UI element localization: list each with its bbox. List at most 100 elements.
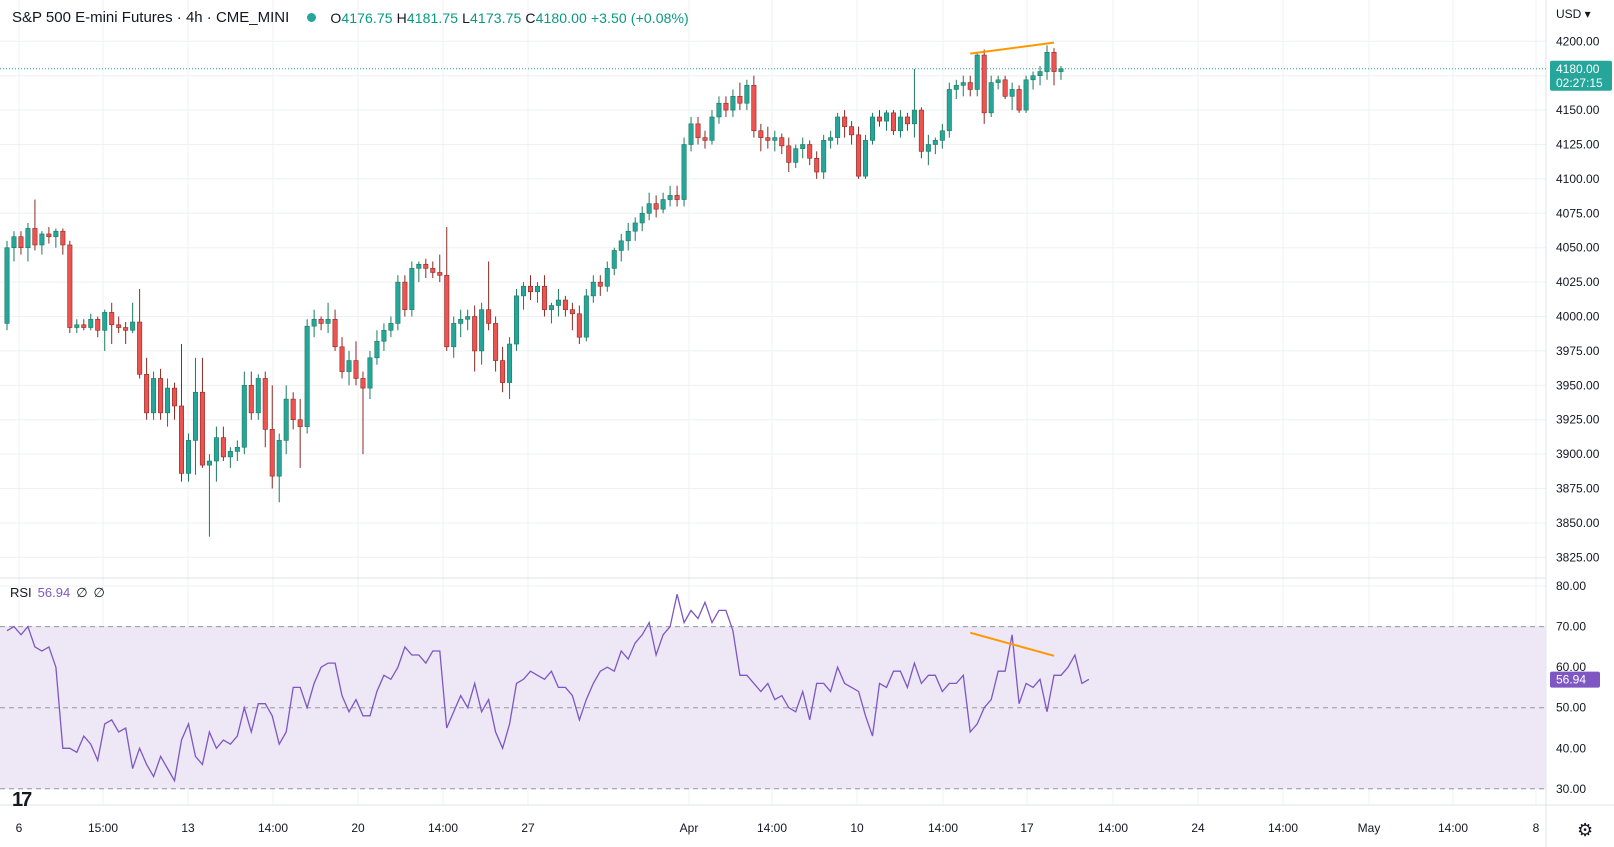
rsi-header[interactable]: RSI 56.94 ∅ ∅	[10, 585, 105, 601]
candle-body	[576, 313, 582, 338]
candle	[165, 378, 171, 427]
candle-body	[863, 140, 869, 177]
candle	[95, 316, 101, 338]
time-tick-label: 14:00	[1438, 821, 1468, 835]
candle	[953, 79, 959, 100]
candle	[88, 313, 94, 331]
candle-body	[604, 268, 610, 287]
time-tick-label: 10	[850, 821, 864, 835]
candle	[890, 110, 896, 135]
candle	[534, 282, 540, 303]
price-tick-label: 4025.00	[1556, 275, 1600, 289]
candle	[493, 316, 499, 372]
candle-body	[807, 144, 813, 159]
currency-dropdown[interactable]: USD ▾	[1556, 7, 1591, 21]
candle-body	[967, 82, 973, 90]
candle	[332, 309, 338, 351]
rsi-value: 56.94	[37, 585, 71, 600]
price-tick-label: 3900.00	[1556, 447, 1600, 461]
candle-body	[870, 116, 876, 141]
candle-body	[723, 102, 729, 111]
candle	[709, 110, 715, 145]
currency-label: USD	[1556, 7, 1582, 21]
candle-body	[102, 312, 108, 331]
candle-body	[325, 318, 331, 324]
candle	[297, 399, 303, 468]
candle-body	[744, 85, 750, 104]
time-tick-label: Apr	[680, 821, 699, 835]
candle	[185, 433, 191, 482]
candle-body	[374, 340, 380, 359]
candle	[486, 261, 492, 331]
candle-body	[416, 263, 422, 269]
candle	[967, 75, 973, 97]
candle-body	[262, 378, 268, 430]
candle-body	[960, 82, 966, 86]
candle-body	[695, 123, 701, 138]
candle	[863, 134, 869, 179]
candle-body	[109, 312, 115, 326]
candle	[11, 231, 17, 262]
candle-body	[367, 357, 373, 389]
candle-body	[765, 137, 771, 141]
candle-body	[514, 295, 520, 345]
candle-body	[486, 309, 492, 324]
symbol-header: S&P 500 E-mini Futures · 4h · CME_MINI O…	[12, 9, 689, 26]
price-tick-label: 4150.00	[1556, 103, 1600, 117]
rsi-tick-label: 60.00	[1556, 660, 1586, 674]
price-tick-label: 3850.00	[1556, 516, 1600, 530]
candle-body	[227, 451, 233, 458]
rsi-tick-label: 40.00	[1556, 741, 1586, 755]
candle	[793, 144, 799, 168]
candle-body	[835, 116, 841, 138]
candle-body	[751, 85, 757, 132]
candle	[304, 319, 310, 434]
rsi-series	[6, 594, 1090, 783]
candle	[583, 289, 589, 342]
candle	[681, 137, 687, 207]
candle	[870, 112, 876, 145]
candle	[856, 126, 862, 179]
gear-icon[interactable]: ⚙	[1577, 820, 1594, 840]
last-price-tag-countdown: 02:27:15	[1556, 76, 1603, 90]
candle-body	[60, 230, 66, 246]
time-tick-label: 14:00	[258, 821, 288, 835]
rsi-tick-label: 30.00	[1556, 782, 1586, 796]
candle-body	[206, 460, 212, 466]
candle-body	[821, 140, 827, 173]
candle	[995, 75, 1001, 90]
candle	[1023, 75, 1029, 113]
candle	[1058, 66, 1064, 80]
candle-body	[353, 360, 359, 379]
candle-body	[4, 247, 10, 324]
candle	[618, 233, 624, 262]
price-tick-label: 3875.00	[1556, 482, 1600, 496]
open-value: 4176.75	[341, 9, 393, 26]
candle	[423, 258, 429, 278]
price-tick-label: 4075.00	[1556, 206, 1600, 220]
candle	[137, 289, 143, 379]
rsi-value-tag-text: 56.94	[1556, 673, 1586, 687]
candle	[1009, 82, 1015, 111]
candle	[737, 82, 743, 111]
candle-body	[423, 263, 429, 269]
candle	[346, 350, 352, 386]
price-tick-label: 4200.00	[1556, 34, 1600, 48]
candle	[932, 137, 938, 155]
candle	[213, 426, 219, 482]
symbol-title[interactable]: S&P 500 E-mini Futures · 4h · CME_MINI	[12, 9, 290, 26]
rsi-value-tag: 56.94	[1550, 671, 1600, 688]
candle-body	[479, 309, 485, 352]
candle-body	[381, 329, 387, 342]
candle	[507, 337, 513, 400]
candle-body	[646, 203, 652, 214]
candle	[576, 305, 582, 345]
candle-body	[1002, 79, 1008, 97]
candle-body	[597, 281, 603, 287]
tradingview-logo-icon[interactable]: 17	[12, 789, 32, 811]
candle	[814, 151, 820, 179]
candle	[590, 275, 596, 303]
candle	[465, 309, 471, 331]
candle	[779, 133, 785, 155]
